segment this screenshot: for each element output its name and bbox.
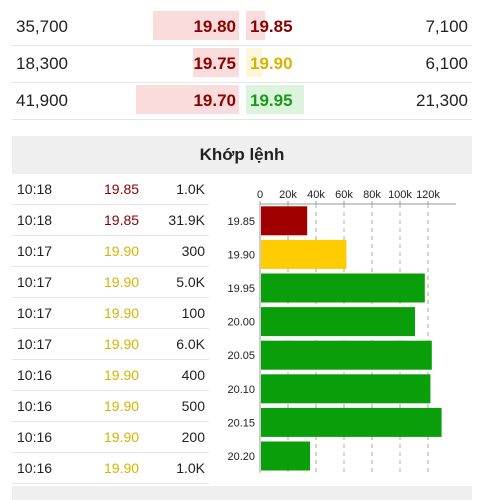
trade-time: 10:17 (17, 274, 53, 290)
trade-price: 19.85 (104, 181, 140, 197)
trade-price: 19.90 (104, 367, 140, 383)
volume-by-price-chart: 0 20k 40k 60k 80k 100k 120k 19.85 19.90 19.95 20.0… (227, 189, 456, 473)
trade-time: 10:16 (17, 398, 53, 414)
x-tick-label: 60k (335, 189, 353, 201)
x-tick-label: 0 (257, 189, 263, 201)
trade-price: 19.90 (104, 274, 140, 290)
volume-bar (261, 441, 310, 471)
matched-orders-header: Khớp lệnh (12, 136, 472, 174)
trade-time: 10:16 (17, 460, 53, 476)
trade-volume: 200 (181, 429, 205, 445)
y-tick-label: 20.00 (227, 317, 255, 329)
ask-volume-bar (246, 11, 266, 40)
bid-price: 19.70 (193, 91, 236, 110)
order-book-row[interactable]: 18,300 19.75 19.90 6,100 (12, 45, 472, 83)
trade-time: 10:17 (17, 336, 53, 352)
volume-bar (261, 239, 347, 269)
trade-row[interactable]: 10:16 19.90 1.0K (12, 453, 209, 484)
trade-time: 10:16 (17, 367, 53, 383)
volume-bar (261, 206, 308, 236)
trade-row[interactable]: 10:16 19.90 400 (12, 360, 209, 391)
ask-volume: 21,300 (416, 91, 468, 110)
trade-price: 19.90 (104, 398, 140, 414)
bid-volume: 18,300 (16, 54, 68, 73)
ask-volume-bar (246, 85, 304, 114)
volume-bar (261, 273, 425, 303)
ask-price: 19.90 (250, 54, 293, 73)
trade-price: 19.85 (104, 212, 140, 228)
bid-volume: 35,700 (16, 17, 68, 36)
trade-time: 10:16 (17, 429, 53, 445)
bid-volume-bar (193, 48, 239, 77)
bid-volume-bar (152, 11, 239, 40)
x-tick-label: 80k (363, 189, 381, 201)
ask-price: 19.95 (250, 91, 293, 110)
trade-price: 19.90 (104, 305, 140, 321)
trade-price: 19.90 (104, 460, 140, 476)
trade-row[interactable]: 10:17 19.90 6.0K (12, 329, 209, 360)
volume-bar (261, 307, 415, 337)
order-book-row[interactable]: 35,700 19.80 19.85 7,100 (12, 8, 472, 46)
trade-volume: 500 (181, 398, 205, 414)
x-tick-label: 100k (388, 189, 412, 201)
y-tick-label: 20.10 (227, 384, 255, 396)
trade-volume: 31.9K (168, 212, 205, 228)
trade-time: 10:17 (17, 243, 53, 259)
trade-volume: 5.0K (176, 274, 205, 290)
trade-price: 19.90 (104, 243, 140, 259)
volume-bar (261, 340, 432, 370)
trade-volume: 300 (181, 243, 205, 259)
y-tick-label: 20.15 (227, 417, 255, 429)
trade-volume: 6.0K (176, 336, 205, 352)
order-book-row[interactable]: 41,900 19.70 19.95 21,300 (12, 82, 472, 120)
bid-price: 19.75 (193, 54, 236, 73)
trade-volume: 400 (181, 367, 205, 383)
bid-volume: 41,900 (16, 91, 68, 110)
y-tick-label: 20.20 (227, 451, 255, 463)
ask-volume-bar (246, 48, 262, 77)
bid-volume-bar (135, 85, 239, 114)
volume-bar (261, 374, 431, 404)
trade-row[interactable]: 10:17 19.90 100 (12, 298, 209, 329)
trade-price: 19.90 (104, 429, 140, 445)
trade-time: 10:18 (17, 181, 53, 197)
y-tick-label: 20.05 (227, 350, 255, 362)
bottom-section-header (12, 486, 472, 500)
y-tick-label: 19.85 (227, 216, 255, 228)
trade-row[interactable]: 10:16 19.90 500 (12, 391, 209, 422)
trade-row[interactable]: 10:17 19.90 5.0K (12, 267, 209, 298)
x-tick-label: 20k (279, 189, 297, 201)
trade-time: 10:17 (17, 305, 53, 321)
ask-volume: 7,100 (425, 17, 468, 36)
trade-row[interactable]: 10:16 19.90 200 (12, 422, 209, 453)
y-tick-label: 19.95 (227, 283, 255, 295)
ask-volume: 6,100 (425, 54, 468, 73)
trade-volume: 100 (181, 305, 205, 321)
bid-price: 19.80 (193, 17, 236, 36)
trade-row[interactable]: 10:18 19.85 1.0K (12, 174, 209, 205)
y-tick-label: 19.90 (227, 249, 255, 261)
trade-row[interactable]: 10:18 19.85 31.9K (12, 205, 209, 236)
ask-price: 19.85 (250, 17, 293, 36)
x-tick-label: 120k (416, 189, 440, 201)
trade-row[interactable]: 10:17 19.90 300 (12, 236, 209, 267)
x-tick-label: 40k (307, 189, 325, 201)
volume-bar (261, 407, 442, 437)
trade-volume: 1.0K (176, 181, 205, 197)
trade-time: 10:18 (17, 212, 53, 228)
trade-volume: 1.0K (176, 460, 205, 476)
trade-price: 19.90 (104, 336, 140, 352)
